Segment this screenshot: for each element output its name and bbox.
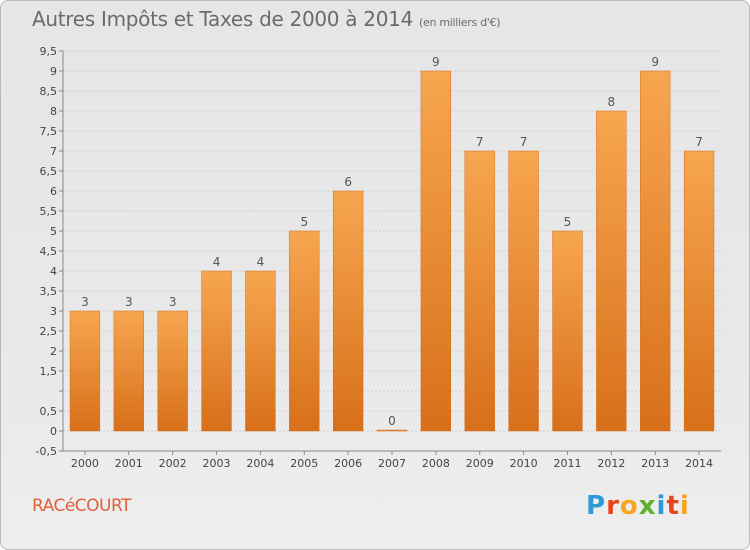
bar (420, 70, 452, 432)
x-tick-label: 2014 (685, 457, 713, 470)
bar (289, 230, 320, 432)
data-label: 7 (476, 135, 484, 149)
data-label: 4 (213, 255, 221, 269)
data-label: 3 (81, 295, 89, 309)
logo-letter: i (679, 491, 690, 521)
y-tick-label: 8,5 (40, 85, 58, 98)
bar (201, 270, 232, 432)
logo-letter: o (619, 491, 639, 521)
bar (113, 310, 144, 432)
logo-letter: P (586, 491, 607, 521)
bar (157, 310, 188, 432)
y-tick-label: 3,5 (40, 285, 58, 298)
x-tick-label: 2001 (115, 457, 143, 470)
y-tick-label: 4 (50, 265, 57, 278)
x-tick-label: 2013 (641, 457, 669, 470)
data-label: 6 (344, 175, 352, 189)
logo-letter: r (606, 491, 620, 521)
y-tick-label: 9,5 (40, 45, 58, 58)
data-label: 9 (651, 55, 659, 69)
data-label: 9 (432, 55, 440, 69)
bar (552, 230, 583, 432)
x-tick-label: 2002 (159, 457, 187, 470)
y-tick-label: -0,5 (36, 445, 57, 458)
bar (464, 150, 495, 432)
bar (596, 110, 627, 432)
x-tick-label: 2003 (203, 457, 231, 470)
data-label: 7 (520, 135, 528, 149)
bar (245, 270, 276, 432)
bar (683, 150, 715, 432)
data-label: 8 (608, 95, 616, 109)
y-tick-label: 4,5 (40, 245, 58, 258)
commune-name: RACéCOURT (32, 496, 131, 516)
y-tick-label: 7,5 (40, 125, 58, 138)
data-label: 4 (257, 255, 265, 269)
x-tick-label: 2005 (290, 457, 318, 470)
x-tick-label: 2000 (71, 457, 99, 470)
x-tick-label: 2007 (378, 457, 406, 470)
bar (376, 429, 408, 432)
x-tick-label: 2012 (597, 457, 625, 470)
bar (508, 150, 539, 432)
data-label: 3 (125, 295, 133, 309)
data-label: 5 (564, 215, 572, 229)
x-tick-label: 2004 (246, 457, 274, 470)
bar (640, 70, 671, 432)
y-tick-label: 2 (50, 345, 57, 358)
data-label: 5 (300, 215, 308, 229)
data-label: 3 (169, 295, 177, 309)
chart-title-main: Autres Impôts et Taxes de 2000 à 2014 (32, 7, 413, 31)
y-tick-label: 3 (50, 305, 57, 318)
y-tick-label: 6,5 (40, 165, 58, 178)
x-tick-label: 2009 (466, 457, 494, 470)
y-tick-label: 2,5 (40, 325, 58, 338)
y-tick-label: 1,5 (40, 365, 58, 378)
logo-letter: i (656, 491, 667, 521)
bar (332, 190, 364, 432)
x-tick-label: 2011 (553, 457, 581, 470)
chart-title-unit: (en milliers d'€) (419, 16, 501, 29)
y-tick-label: 7 (50, 145, 57, 158)
y-tick-label: 8 (50, 105, 57, 118)
chart-title: Autres Impôts et Taxes de 2000 à 2014 (en… (32, 7, 500, 31)
y-tick-label: 6 (50, 185, 57, 198)
x-tick-label: 2010 (510, 457, 538, 470)
x-tick-label: 2008 (422, 457, 450, 470)
y-tick-label: 0,5 (40, 405, 58, 418)
data-label: 0 (388, 414, 396, 428)
y-tick-label: 5 (50, 225, 57, 238)
y-tick-label: 9 (50, 65, 57, 78)
x-tick-label: 2006 (334, 457, 362, 470)
bar (69, 310, 101, 432)
y-tick-label: 5,5 (40, 205, 58, 218)
proxiti-logo: Proxiti (586, 491, 690, 521)
logo-letter: x (638, 491, 657, 521)
y-tick-label: 0 (50, 425, 57, 438)
logo-letter: t (666, 491, 680, 521)
data-label: 7 (695, 135, 703, 149)
